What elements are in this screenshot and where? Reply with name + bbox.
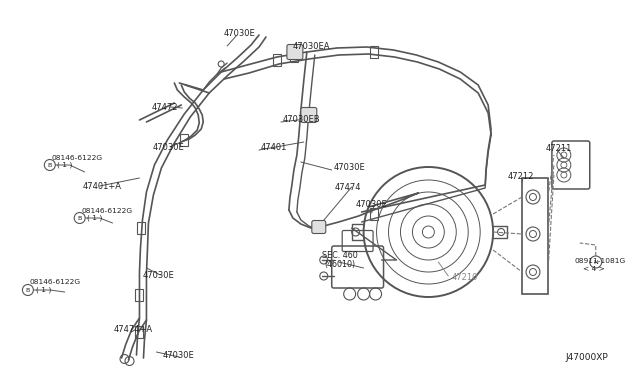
Text: 47030E: 47030E [163, 352, 194, 360]
Text: B: B [48, 163, 52, 167]
Bar [180, 134, 188, 146]
Text: B: B [26, 288, 30, 292]
Text: 08146-6122G: 08146-6122G [82, 208, 133, 214]
Bar [138, 222, 145, 234]
Text: 47030E: 47030E [223, 29, 255, 38]
Text: 47030E: 47030E [143, 270, 174, 279]
Text: 08146-6122G: 08146-6122G [30, 279, 81, 285]
FancyBboxPatch shape [301, 108, 317, 122]
Bar [369, 208, 378, 220]
Text: ( 1 ): ( 1 ) [57, 162, 72, 168]
Bar [136, 326, 143, 338]
Text: 47474: 47474 [335, 183, 361, 192]
Bar [522, 178, 548, 294]
Bar [369, 46, 378, 58]
Text: 47474+A: 47474+A [113, 326, 153, 334]
Text: B: B [77, 215, 82, 221]
Bar [273, 54, 281, 66]
Text: 47210: 47210 [451, 273, 477, 282]
Text: (46010): (46010) [324, 260, 356, 269]
Text: ( 1 ): ( 1 ) [36, 287, 51, 293]
Text: 47030E: 47030E [333, 163, 365, 171]
Text: N: N [593, 260, 598, 264]
Text: 47030EB: 47030EB [283, 115, 321, 124]
Text: 47401: 47401 [261, 142, 287, 151]
FancyBboxPatch shape [312, 221, 326, 234]
Text: 08911-1081G: 08911-1081G [575, 258, 626, 264]
Bar [290, 50, 298, 62]
Text: 47030EA: 47030EA [293, 42, 330, 51]
Text: 47472: 47472 [152, 103, 178, 112]
Text: 47030E: 47030E [356, 199, 387, 208]
Text: 47030E: 47030E [152, 142, 184, 151]
Text: ( 1 ): ( 1 ) [86, 215, 102, 221]
Text: J47000XP: J47000XP [566, 353, 609, 362]
Bar [136, 289, 143, 301]
Text: 47212: 47212 [508, 171, 534, 180]
Text: 47211: 47211 [546, 144, 572, 153]
Text: 47401+A: 47401+A [83, 182, 122, 190]
FancyBboxPatch shape [287, 45, 303, 60]
Text: SEC. 460: SEC. 460 [322, 250, 358, 260]
Text: 08146-6122G: 08146-6122G [52, 155, 103, 161]
Text: < 4 >: < 4 > [583, 266, 605, 272]
